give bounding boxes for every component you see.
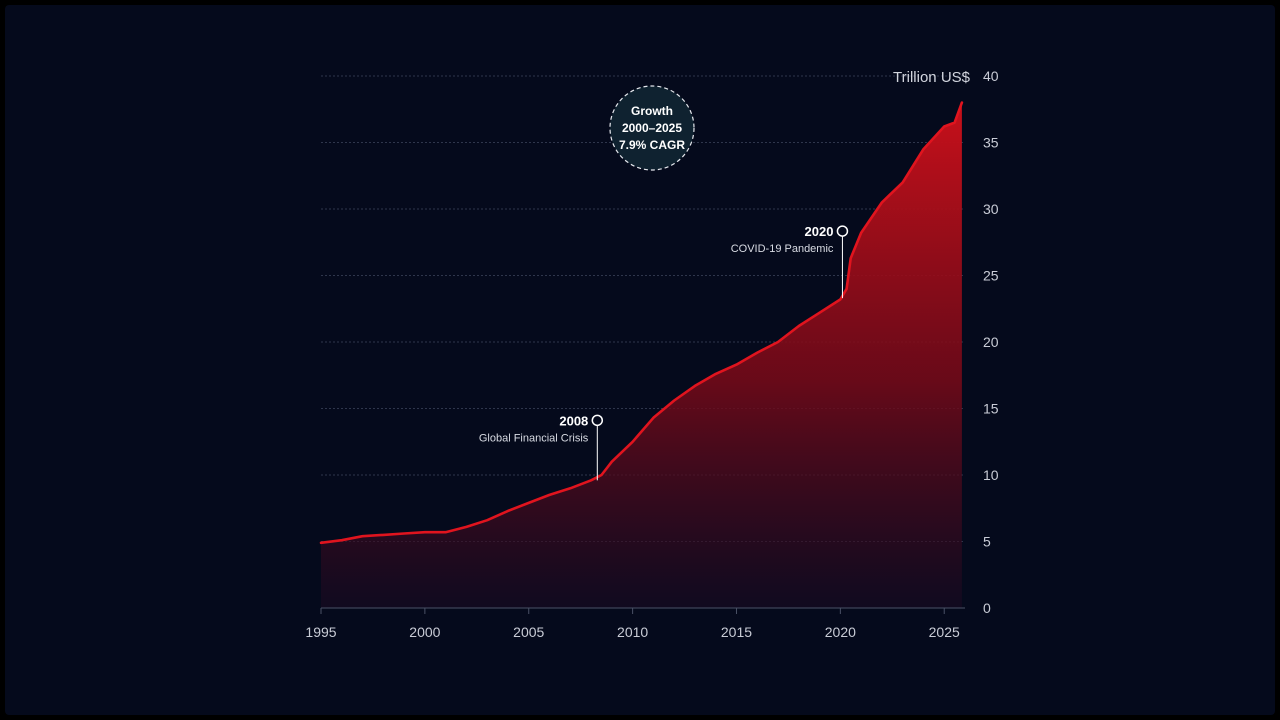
y-axis-unit-label: Trillion US$	[893, 69, 971, 86]
y-tick-label: 10	[983, 467, 999, 483]
x-tick-label: 2015	[721, 624, 752, 640]
y-tick-label: 25	[983, 268, 999, 284]
x-tick-label: 1995	[305, 624, 336, 640]
y-tick-label: 15	[983, 401, 999, 417]
x-tick-label: 2025	[929, 624, 960, 640]
y-tick-label: 5	[983, 534, 991, 550]
chart-frame: 0 5 10 15 20 25 30 35 40 1995 2000 2005 2010 2015 202…	[5, 5, 1275, 715]
badge-circle	[609, 85, 695, 171]
annotation-year: 2020	[805, 224, 834, 239]
axes	[320, 607, 965, 614]
annotation-label: Global Financial Crisis	[479, 432, 589, 444]
y-tick-label: 30	[983, 201, 999, 217]
area-layer	[319, 101, 964, 608]
x-tick-label: 2000	[409, 624, 440, 640]
badge-line-2: 2000–2025	[622, 121, 682, 135]
y-tick-labels: 0 5 10 15 20 25 30 35 40	[983, 68, 999, 616]
x-tick-label: 2010	[617, 624, 648, 640]
annotation-2008: 2008 Global Financial Crisis	[479, 413, 604, 481]
badge-line-1: Growth	[631, 104, 673, 118]
growth-badge: Growth 2000–2025 7.9% CAGR	[609, 85, 695, 171]
badge-line-3: 7.9% CAGR	[619, 138, 685, 152]
annotation-marker-icon	[591, 414, 604, 427]
annotations: 2008 Global Financial Crisis 2020 COVID-…	[479, 224, 849, 481]
annotation-marker-icon	[836, 225, 849, 237]
annotation-2020: 2020 COVID-19 Pandemic	[731, 224, 849, 299]
y-tick-label: 20	[983, 334, 999, 350]
y-tick-label: 35	[983, 135, 999, 151]
annotation-label: COVID-19 Pandemic	[731, 243, 834, 255]
x-tick-labels: 1995 2000 2005 2010 2015 2020 2025	[305, 624, 960, 640]
series-area-fill	[321, 102, 962, 608]
x-tick-label: 2005	[513, 624, 544, 640]
x-tick-label: 2020	[825, 624, 856, 640]
y-tick-label: 40	[983, 68, 999, 84]
series-line	[319, 101, 964, 545]
annotation-year: 2008	[559, 413, 588, 428]
y-tick-label: 0	[983, 600, 991, 616]
